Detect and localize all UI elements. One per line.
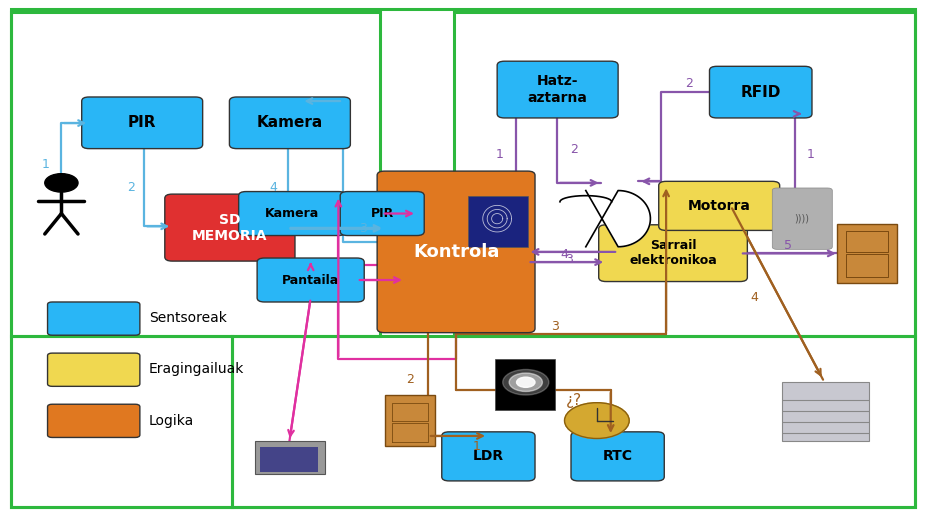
FancyBboxPatch shape xyxy=(495,359,556,410)
FancyBboxPatch shape xyxy=(47,353,140,387)
Text: Pantaila: Pantaila xyxy=(282,273,339,286)
Bar xyxy=(454,12,916,336)
FancyBboxPatch shape xyxy=(257,258,364,302)
Text: 3: 3 xyxy=(565,253,573,266)
FancyBboxPatch shape xyxy=(165,194,295,261)
Text: Hatz-
aztarna: Hatz- aztarna xyxy=(528,75,588,105)
FancyBboxPatch shape xyxy=(81,97,203,149)
Circle shape xyxy=(565,402,629,438)
Bar xyxy=(10,336,232,507)
FancyBboxPatch shape xyxy=(709,66,812,118)
Text: 4: 4 xyxy=(269,181,278,194)
Text: 2: 2 xyxy=(685,77,694,89)
Text: Motorra: Motorra xyxy=(688,199,751,213)
FancyBboxPatch shape xyxy=(47,302,140,335)
Text: ¿?: ¿? xyxy=(566,393,582,408)
FancyBboxPatch shape xyxy=(468,196,528,247)
FancyBboxPatch shape xyxy=(442,432,535,481)
FancyBboxPatch shape xyxy=(384,395,435,446)
FancyBboxPatch shape xyxy=(782,382,870,441)
Text: Sentsoreak: Sentsoreak xyxy=(149,311,227,325)
Text: Kontrola: Kontrola xyxy=(413,243,499,261)
Bar xyxy=(10,12,380,336)
Text: 2: 2 xyxy=(569,143,578,156)
FancyBboxPatch shape xyxy=(260,447,318,472)
Text: Sarrail
elektronikoa: Sarrail elektronikoa xyxy=(629,239,717,267)
Text: 1: 1 xyxy=(42,158,50,172)
FancyBboxPatch shape xyxy=(230,97,350,149)
Text: Eragingailuak: Eragingailuak xyxy=(149,362,244,376)
FancyBboxPatch shape xyxy=(256,441,324,474)
Text: 3: 3 xyxy=(359,223,368,235)
Text: Kamera: Kamera xyxy=(265,207,319,220)
Circle shape xyxy=(503,370,549,395)
Text: 4: 4 xyxy=(560,248,569,261)
Circle shape xyxy=(44,174,78,192)
Text: LDR: LDR xyxy=(473,449,504,464)
Circle shape xyxy=(517,377,535,388)
Polygon shape xyxy=(586,191,650,247)
FancyBboxPatch shape xyxy=(599,225,747,282)
Text: Kamera: Kamera xyxy=(257,115,323,131)
Text: 4: 4 xyxy=(750,291,757,304)
FancyBboxPatch shape xyxy=(571,432,664,481)
Text: SD
MEMORIA: SD MEMORIA xyxy=(192,212,268,243)
FancyBboxPatch shape xyxy=(772,188,832,249)
Text: 2: 2 xyxy=(127,181,134,194)
Circle shape xyxy=(509,373,543,392)
Text: 1: 1 xyxy=(496,148,504,161)
Bar xyxy=(232,336,916,507)
Text: )))): )))) xyxy=(795,214,809,224)
Text: 2: 2 xyxy=(407,373,414,386)
Text: PIR: PIR xyxy=(128,115,156,131)
Text: 3: 3 xyxy=(551,320,559,333)
FancyBboxPatch shape xyxy=(658,181,780,230)
Text: RTC: RTC xyxy=(603,449,632,464)
Text: 1: 1 xyxy=(807,148,814,161)
Text: RFID: RFID xyxy=(741,85,781,100)
FancyBboxPatch shape xyxy=(340,192,424,235)
Text: PIR: PIR xyxy=(370,207,394,220)
FancyBboxPatch shape xyxy=(377,171,535,333)
Text: 1: 1 xyxy=(473,439,481,453)
FancyBboxPatch shape xyxy=(497,61,618,118)
Text: 5: 5 xyxy=(784,239,792,252)
FancyBboxPatch shape xyxy=(837,224,897,283)
Text: Logika: Logika xyxy=(149,414,194,428)
FancyBboxPatch shape xyxy=(239,192,345,235)
FancyBboxPatch shape xyxy=(47,404,140,437)
